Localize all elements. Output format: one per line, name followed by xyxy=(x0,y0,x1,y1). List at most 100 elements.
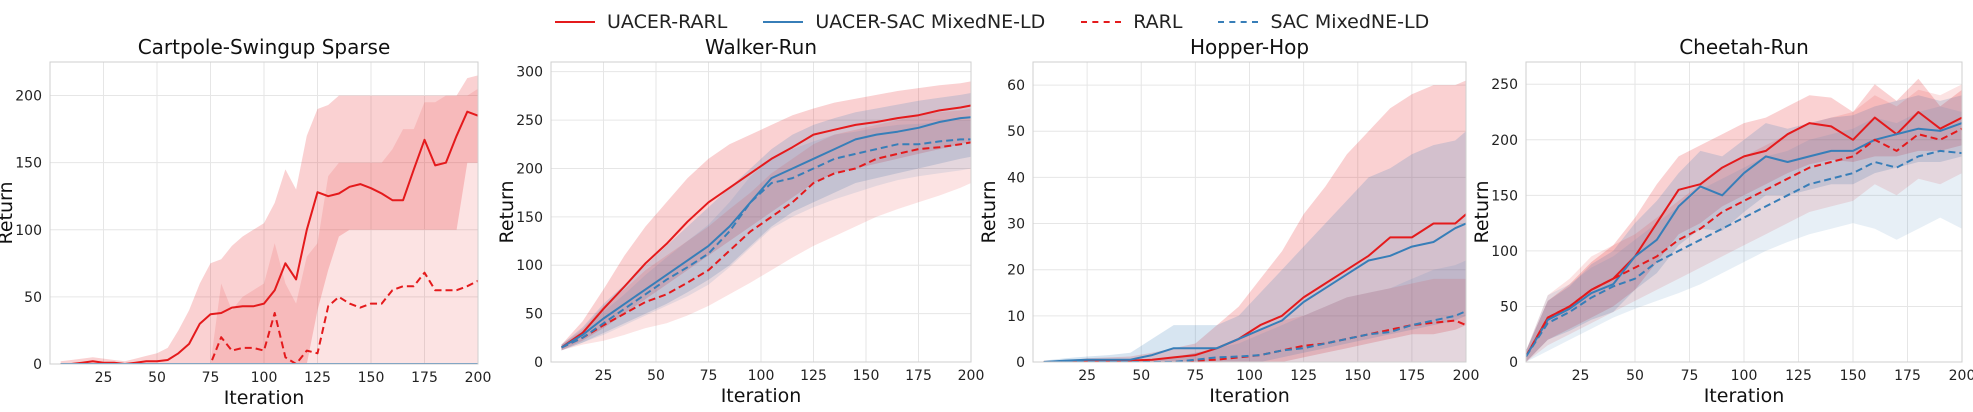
x-tick-label: 200 xyxy=(1453,368,1480,384)
x-tick-label: 125 xyxy=(800,368,827,384)
x-tick-label: 50 xyxy=(647,368,665,384)
x-axis-label: Iteration xyxy=(1209,385,1290,407)
confidence-band xyxy=(1526,84,1962,362)
chart-panel: 25 50 75 100 125 150 175 200 0 50 100 150 200 250 300 W… xyxy=(496,35,984,407)
series-line xyxy=(1526,127,1962,357)
legend-swatch xyxy=(763,21,804,23)
legend-swatch xyxy=(1218,21,1259,23)
chart-title: Cartpole-Swingup Sparse xyxy=(138,35,391,59)
series-line xyxy=(1043,310,1466,362)
y-tick-label: 150 xyxy=(516,210,543,226)
series-line xyxy=(561,138,971,349)
x-tick-label: 200 xyxy=(465,370,492,386)
x-axis-label: Iteration xyxy=(1704,385,1785,407)
x-tick-label: 50 xyxy=(1132,368,1150,384)
x-tick-label: 100 xyxy=(1236,368,1263,384)
x-tick-label: 25 xyxy=(1572,368,1590,384)
series-line xyxy=(560,116,971,349)
series-line xyxy=(561,141,971,349)
legend-label: UACER-SAC MixedNE-LD xyxy=(815,11,1046,33)
y-tick-label: 200 xyxy=(1491,133,1518,149)
y-tick-label: 100 xyxy=(1491,244,1518,260)
x-tick-label: 25 xyxy=(1078,368,1096,384)
series-group xyxy=(1043,80,1466,362)
series-group xyxy=(60,75,478,364)
y-tick-label: 50 xyxy=(24,290,42,306)
legend-swatch xyxy=(1081,21,1122,23)
plot-frame xyxy=(49,61,479,365)
chart-title: Cheetah-Run xyxy=(1679,35,1809,59)
x-tick-label: 150 xyxy=(1344,368,1371,384)
legend-label: RARL xyxy=(1133,11,1183,33)
legend-label: SAC MixedNE-LD xyxy=(1270,11,1430,33)
x-tick-label: 125 xyxy=(1290,368,1317,384)
y-tick-label: 20 xyxy=(1007,263,1025,279)
x-tick-label: 75 xyxy=(202,370,220,386)
confidence-band xyxy=(1043,131,1466,362)
confidence-band xyxy=(1526,78,1962,362)
x-tick-label: 150 xyxy=(358,370,385,386)
y-tick-label: 250 xyxy=(516,113,543,129)
y-tick-label: 300 xyxy=(516,65,543,81)
y-tick-label: 0 xyxy=(33,357,42,373)
y-tick-label: 200 xyxy=(516,161,543,177)
x-tick-label: 75 xyxy=(700,368,718,384)
x-axis-label: Iteration xyxy=(721,385,802,407)
x-tick-label: 25 xyxy=(95,370,113,386)
x-tick-label: 175 xyxy=(1399,368,1426,384)
y-tick-label: 30 xyxy=(1007,217,1025,233)
y-tick-label: 50 xyxy=(525,307,543,323)
confidence-band xyxy=(561,93,971,351)
series-line xyxy=(560,104,971,349)
plot-frame xyxy=(1032,61,1467,363)
chart-panel: 25 50 75 100 125 150 175 200 0 50 100 150 200 Cartpol… xyxy=(0,35,491,409)
legend: UACER-RARL UACER-SAC MixedNE-LD RARL SAC Mi… xyxy=(555,6,1429,38)
y-tick-label: 100 xyxy=(516,258,543,274)
x-tick-label: 100 xyxy=(748,368,775,384)
y-axis-label: Return xyxy=(0,181,17,244)
plot-frame xyxy=(550,61,972,363)
x-tick-label: 150 xyxy=(1840,368,1867,384)
x-tick-label: 50 xyxy=(1626,368,1644,384)
plot-frame xyxy=(1525,61,1963,363)
y-axis-label: Return xyxy=(1471,180,1493,243)
chart-title: Walker-Run xyxy=(705,35,817,59)
legend-label: UACER-RARL xyxy=(607,11,728,33)
x-tick-label: 175 xyxy=(411,370,438,386)
y-tick-label: 250 xyxy=(1491,77,1518,93)
y-tick-label: 50 xyxy=(1500,299,1518,315)
x-axis-label: Iteration xyxy=(224,387,305,409)
x-tick-label: 200 xyxy=(958,368,985,384)
confidence-band xyxy=(60,88,478,364)
confidence-band xyxy=(561,81,971,351)
series-line xyxy=(1043,222,1466,362)
chart-title: Hopper-Hop xyxy=(1190,35,1309,59)
legend-item: SAC MixedNE-LD xyxy=(1218,11,1429,33)
x-tick-label: 75 xyxy=(1681,368,1699,384)
y-tick-label: 0 xyxy=(1016,355,1025,371)
legend-swatch xyxy=(555,21,595,23)
y-tick-label: 40 xyxy=(1007,170,1025,186)
x-tick-label: 200 xyxy=(1949,368,1973,384)
x-tick-label: 50 xyxy=(148,370,166,386)
series-line xyxy=(1526,149,1962,357)
series-line xyxy=(1526,122,1962,357)
confidence-band xyxy=(1526,95,1962,362)
x-tick-label: 75 xyxy=(1186,368,1204,384)
series-group xyxy=(560,81,971,351)
series-group xyxy=(1526,78,1962,362)
y-tick-label: 10 xyxy=(1007,309,1025,325)
y-axis-label: Return xyxy=(978,180,1000,243)
x-tick-label: 125 xyxy=(1785,368,1812,384)
x-tick-label: 175 xyxy=(905,368,932,384)
confidence-band xyxy=(1043,260,1466,362)
x-tick-label: 150 xyxy=(853,368,880,384)
y-tick-label: 150 xyxy=(1491,188,1518,204)
y-tick-label: 150 xyxy=(15,156,42,172)
y-tick-label: 100 xyxy=(15,223,42,239)
x-tick-label: 25 xyxy=(595,368,613,384)
legend-item: UACER-RARL xyxy=(555,11,727,33)
y-tick-label: 0 xyxy=(1509,355,1518,371)
y-axis-label: Return xyxy=(496,180,518,243)
